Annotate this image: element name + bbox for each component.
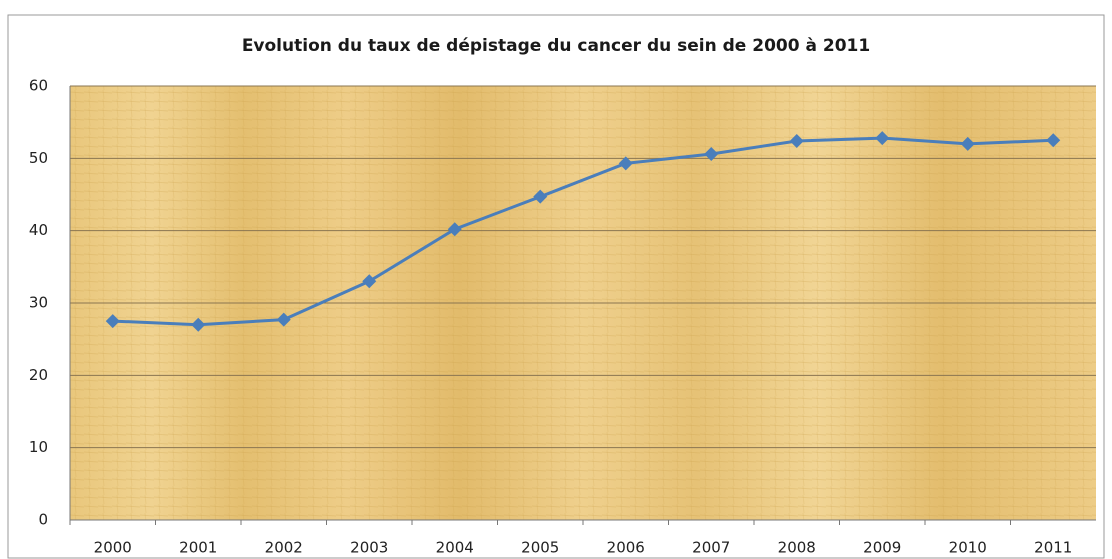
data-point [276, 312, 291, 327]
data-point [960, 136, 975, 151]
y-tick-label: 60 [29, 77, 48, 95]
y-tick-label: 40 [29, 221, 48, 239]
x-tick-label: 2001 [179, 539, 217, 557]
x-tick-label: 2008 [778, 539, 816, 557]
y-tick-label: 50 [29, 149, 48, 167]
data-point [789, 133, 804, 148]
data-point [533, 189, 548, 204]
y-tick-label: 20 [29, 366, 48, 384]
data-point [447, 222, 462, 237]
y-tick-label: 30 [29, 294, 48, 312]
x-tick-label: 2003 [350, 539, 388, 557]
x-tick-label: 2010 [949, 539, 987, 557]
data-line [112, 136, 1054, 327]
x-tick-label: 2007 [692, 539, 730, 557]
data-point [1046, 133, 1061, 148]
x-tick-label: 2009 [863, 539, 901, 557]
y-tick-label: 10 [29, 438, 48, 456]
y-tick-label: 0 [38, 511, 48, 529]
x-tick-label: 2006 [607, 539, 645, 557]
data-point [362, 274, 377, 289]
x-tick-label: 2002 [265, 539, 303, 557]
data-point [618, 156, 633, 171]
chart-title: Evolution du taux de dépistage du cancer… [242, 36, 870, 56]
data-point [875, 131, 890, 146]
data-point [191, 317, 206, 332]
data-point [704, 146, 719, 161]
x-tick-label: 2011 [1034, 539, 1072, 557]
x-tick-label: 2000 [94, 539, 132, 557]
x-tick-label: 2004 [436, 539, 474, 557]
x-tick-label: 2005 [521, 539, 559, 557]
data-point [105, 314, 120, 329]
